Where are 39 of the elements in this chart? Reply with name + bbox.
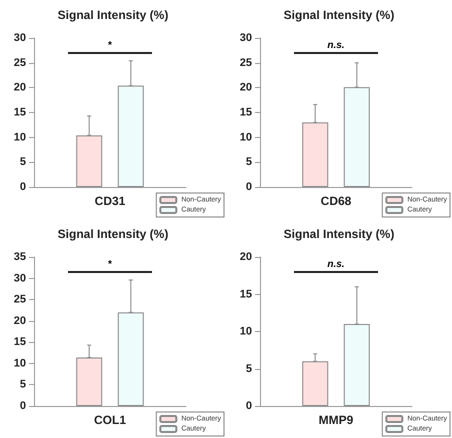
y-tick-label: 5 [20, 156, 26, 168]
y-tick-label: 25 [14, 56, 26, 69]
y-tick-label: 35 [14, 251, 26, 263]
y-tick-label: 5 [246, 156, 252, 168]
y-tick-label: 0 [20, 181, 26, 193]
y-tick-label: 15 [14, 106, 26, 118]
y-tick-label: 10 [240, 326, 252, 338]
y-tick-label: 5 [246, 362, 252, 375]
y-tick-label: 15 [14, 336, 26, 348]
significance-bracket: * [68, 40, 152, 54]
y-tick-label: 30 [14, 32, 26, 44]
x-tick-label: CD31 [94, 194, 126, 208]
y-tick-label: 30 [14, 272, 26, 284]
x-tick-label: COL1 [94, 413, 126, 427]
y-tick-label: 10 [14, 131, 26, 144]
y-tick-label: 0 [20, 400, 26, 412]
significance-bracket: n.s. [294, 40, 378, 54]
y-tick-label: 15 [240, 288, 252, 300]
y-tick-label: 20 [14, 314, 26, 327]
significance-bracket: n.s. [294, 259, 378, 273]
y-tick-label: 25 [240, 56, 252, 69]
x-tick-label: MMP9 [318, 413, 354, 427]
y-tick-label: 5 [20, 378, 26, 391]
chart-title: Signal Intensity (%) [58, 227, 168, 241]
y-tick-label: 10 [240, 131, 252, 144]
chart-title: Signal Intensity (%) [284, 227, 394, 241]
y-tick-label: 10 [14, 357, 26, 370]
chart-title: Signal Intensity (%) [58, 8, 168, 22]
y-tick-label: 20 [14, 82, 26, 94]
x-tick-label: CD68 [320, 194, 352, 208]
y-tick-label: 25 [14, 294, 26, 306]
y-tick-label: 30 [240, 32, 252, 44]
y-tick-label: 15 [240, 106, 252, 118]
y-tick-label: 0 [246, 181, 252, 193]
chart-title: Signal Intensity (%) [284, 8, 394, 22]
significance-bracket: * [68, 259, 152, 273]
y-tick-label: 20 [240, 251, 252, 263]
y-tick-label: 20 [240, 82, 252, 94]
y-tick-label: 0 [246, 400, 252, 412]
